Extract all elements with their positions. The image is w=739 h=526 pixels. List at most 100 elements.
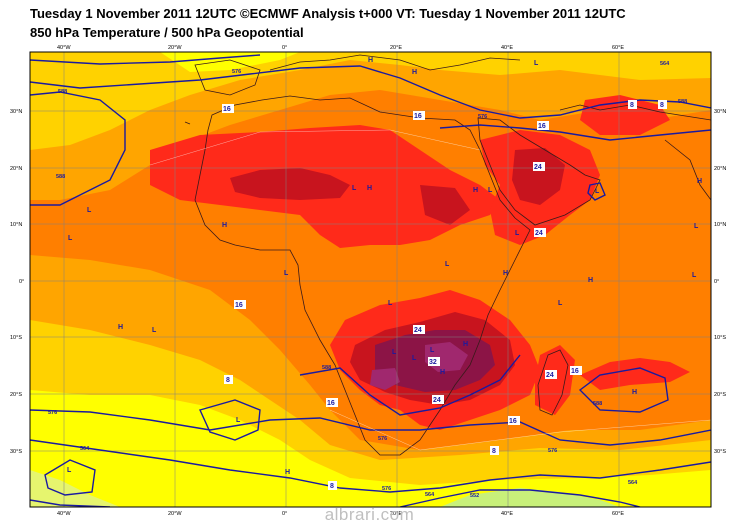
svg-text:32: 32 [429,359,437,366]
geopot-label: 588 [322,365,331,371]
coastline-madagascar [537,349,569,416]
geopot-label: 588 [56,174,65,180]
temp-label: 8 [490,446,499,455]
pressure-center: H [368,57,373,64]
pressure-center: H [412,69,417,76]
svg-text:20°E: 20°E [390,45,402,51]
temperature-band-red-indian-ocean [580,358,690,390]
svg-text:20°N: 20°N [10,166,22,172]
temp-label: 16 [413,111,425,120]
pressure-center: H [632,389,637,396]
pressure-center: L [595,188,600,195]
coastline-canary [184,121,191,125]
isotherms [149,129,711,451]
coastline-europe [269,54,521,71]
svg-text:30°S: 30°S [714,449,726,455]
svg-text:24: 24 [535,230,543,237]
pressure-center: L [68,235,73,242]
svg-text:60°E: 60°E [612,511,624,517]
temp-label: 32 [428,357,440,366]
map-subtitle: 850 hPa Temperature / 500 hPa Geopotenti… [30,25,304,40]
pressure-center: L [445,261,450,268]
svg-text:40°E: 40°E [501,511,513,517]
pressure-center: L [236,417,241,424]
pressure-center: H [285,469,290,476]
temperature-band-darkred-sahara [230,168,350,200]
svg-text:8: 8 [226,377,230,384]
svg-text:0°: 0° [714,279,719,285]
geopot-label: 588 [593,401,602,407]
svg-text:8: 8 [330,483,334,490]
svg-text:20°S: 20°S [714,392,726,398]
temperature-band-darkred-sahel [420,185,470,225]
svg-text:20°S: 20°S [10,392,22,398]
pressure-center: L [694,223,699,230]
temp-label: 16 [222,104,234,113]
lon-ticks-top: 40°W 20°W 0° 20°E 40°E 60°E [57,45,624,51]
temperature-band-yellow-north [160,52,300,72]
svg-text:16: 16 [414,113,422,120]
svg-text:16: 16 [223,106,231,113]
temp-label: 16 [508,416,520,425]
geopot-label: 576 [48,410,57,416]
svg-text:8: 8 [492,448,496,455]
svg-text:20°N: 20°N [714,166,726,172]
geopot-label: 564 [80,446,90,452]
pressure-center: L [515,230,520,237]
temp-label: 16 [537,121,549,130]
contour-588-east [439,124,711,141]
geopot-label: 552 [470,493,479,499]
contour-552-south [399,489,641,507]
svg-text:24: 24 [546,372,554,379]
svg-text:16: 16 [538,123,546,130]
temperature-labels: 16 16 16 24 24 24 16 24 16 8 16 24 16 8 … [222,100,667,490]
temp-label: 16 [570,366,582,375]
contour-588-indian-loop [578,367,669,413]
contour-564-south [30,439,711,493]
contour-588-southern-africa [299,354,521,416]
svg-text:24: 24 [433,397,441,404]
temp-label: 24 [413,325,425,334]
pressure-center: L [352,185,357,192]
pressure-center: L [284,270,289,277]
temperature-band-cold-southwest [30,470,120,507]
pressure-center: L [87,207,92,214]
contour-576-south [30,409,711,446]
lat-ticks-right: 30°N 20°N 10°N 0° 10°S 20°S 30°S [714,109,726,455]
pressure-center: H [367,185,372,192]
svg-text:0°: 0° [282,45,287,51]
svg-text:10°S: 10°S [714,335,726,341]
temp-label: 8 [224,375,233,384]
geopot-label: 576 [378,436,387,442]
geopot-label: 576 [548,448,557,454]
svg-text:40°W: 40°W [57,511,71,517]
svg-text:0°: 0° [19,279,24,285]
pressure-center: L [558,300,563,307]
lon-ticks-bottom: 40°W 20°W 0° 20°E 40°E 60°E [57,511,624,517]
temp-label: 8 [628,100,637,109]
temp-label: 8 [658,100,667,109]
geopot-label: 588 [678,99,687,105]
lat-ticks-left: 30°N 20°N 10°N 0° 10°S 20°S 30°S [10,109,24,455]
temp-label: 16 [234,300,246,309]
geopot-label: 564 [660,61,670,67]
temperature-band-red-madagascar [535,345,575,415]
svg-text:10°N: 10°N [714,222,726,228]
temp-label: 8 [328,481,337,490]
svg-text:40°W: 40°W [57,45,71,51]
svg-text:30°N: 30°N [714,109,726,115]
pressure-center: L [388,300,393,307]
geopot-label: 564 [628,480,638,486]
svg-text:16: 16 [235,302,243,309]
pressure-center: L [692,272,697,279]
pressure-center: H [588,277,593,284]
svg-text:40°E: 40°E [501,45,513,51]
graticule [30,52,711,507]
pressure-center: L [430,347,435,354]
contour-576-north [30,65,711,119]
pressure-center: H [697,178,702,185]
pressure-center: H [473,187,478,194]
coastline-india [664,139,711,201]
pressure-center: H [463,341,468,348]
